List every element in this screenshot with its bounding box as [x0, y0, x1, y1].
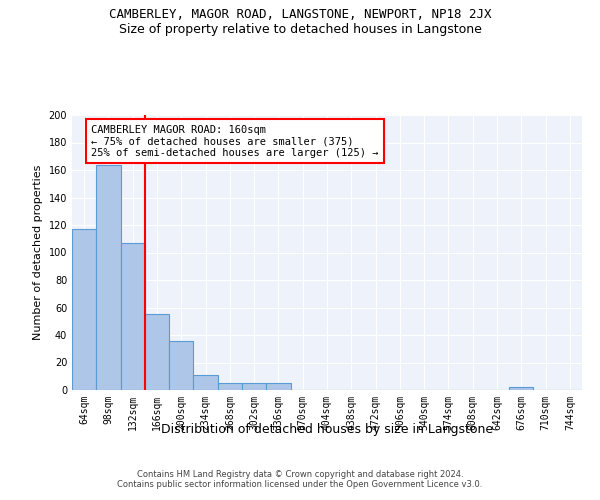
Bar	[242, 383, 266, 390]
Bar	[509, 387, 533, 390]
Bar	[193, 375, 218, 390]
Bar	[121, 243, 145, 390]
Text: Contains public sector information licensed under the Open Government Licence v3: Contains public sector information licen…	[118, 480, 482, 489]
Bar	[145, 314, 169, 390]
Bar	[72, 229, 96, 390]
Text: Size of property relative to detached houses in Langstone: Size of property relative to detached ho…	[119, 22, 481, 36]
Text: Distribution of detached houses by size in Langstone: Distribution of detached houses by size …	[161, 422, 493, 436]
Text: CAMBERLEY, MAGOR ROAD, LANGSTONE, NEWPORT, NP18 2JX: CAMBERLEY, MAGOR ROAD, LANGSTONE, NEWPOR…	[109, 8, 491, 20]
Bar	[266, 383, 290, 390]
Text: CAMBERLEY MAGOR ROAD: 160sqm
← 75% of detached houses are smaller (375)
25% of s: CAMBERLEY MAGOR ROAD: 160sqm ← 75% of de…	[91, 124, 379, 158]
Y-axis label: Number of detached properties: Number of detached properties	[33, 165, 43, 340]
Bar	[169, 340, 193, 390]
Text: Contains HM Land Registry data © Crown copyright and database right 2024.: Contains HM Land Registry data © Crown c…	[137, 470, 463, 479]
Bar	[218, 383, 242, 390]
Bar	[96, 164, 121, 390]
